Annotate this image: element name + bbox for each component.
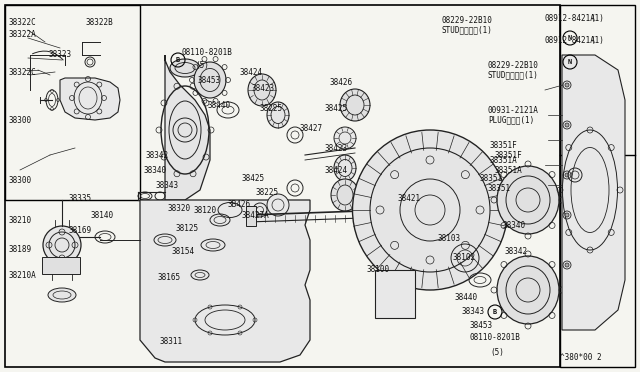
Text: 38103: 38103 <box>438 234 461 243</box>
Text: (1): (1) <box>590 13 604 22</box>
Text: (5): (5) <box>195 61 209 70</box>
Text: N: N <box>568 59 572 65</box>
Text: 38421: 38421 <box>398 193 421 202</box>
Polygon shape <box>560 5 635 367</box>
Ellipse shape <box>334 155 356 181</box>
Text: 38169: 38169 <box>68 225 91 234</box>
Text: 38311: 38311 <box>160 337 183 346</box>
Text: 38343: 38343 <box>155 180 178 189</box>
Text: 38322A: 38322A <box>8 29 36 38</box>
Polygon shape <box>42 257 80 274</box>
Text: 38210: 38210 <box>8 215 31 224</box>
Polygon shape <box>5 5 140 200</box>
Text: 08110-8201B: 08110-8201B <box>182 48 233 57</box>
Text: 08912-8421A: 08912-8421A <box>545 13 596 22</box>
Text: 38300: 38300 <box>8 115 31 125</box>
Text: B: B <box>493 309 497 315</box>
Ellipse shape <box>334 127 356 149</box>
Text: 00931-2121A: 00931-2121A <box>488 106 539 115</box>
Text: N: N <box>568 35 572 41</box>
Text: ^380*00 2: ^380*00 2 <box>560 353 602 362</box>
Text: 38426: 38426 <box>330 77 353 87</box>
Ellipse shape <box>353 130 508 290</box>
Text: 38300: 38300 <box>8 176 31 185</box>
Text: 08110-8201B: 08110-8201B <box>470 334 521 343</box>
Polygon shape <box>60 78 120 120</box>
Circle shape <box>565 213 569 217</box>
Ellipse shape <box>267 102 289 128</box>
Text: 38351F: 38351F <box>495 151 523 160</box>
Text: B: B <box>176 57 180 63</box>
Text: 38425: 38425 <box>325 103 348 112</box>
Text: 38351A: 38351A <box>490 155 518 164</box>
Text: STUDスタッド(1): STUDスタッド(1) <box>488 71 539 80</box>
Ellipse shape <box>331 179 359 211</box>
Text: 38125: 38125 <box>175 224 198 232</box>
Text: 08229-22B10: 08229-22B10 <box>488 61 539 70</box>
Text: 38427: 38427 <box>300 124 323 132</box>
Text: PLUGプラグ(1): PLUGプラグ(1) <box>488 115 534 125</box>
Polygon shape <box>140 200 310 362</box>
Text: 08229-22B10: 08229-22B10 <box>442 16 493 25</box>
Text: 38322C: 38322C <box>8 17 36 26</box>
Text: STUDスタッド(1): STUDスタッド(1) <box>442 26 493 35</box>
Text: 38423: 38423 <box>252 83 275 93</box>
Circle shape <box>565 263 569 267</box>
Ellipse shape <box>267 194 289 216</box>
Polygon shape <box>375 270 415 318</box>
Text: 38102: 38102 <box>453 253 476 263</box>
Ellipse shape <box>248 74 276 106</box>
Text: 38100: 38100 <box>367 266 390 275</box>
Text: 38225: 38225 <box>255 187 278 196</box>
Ellipse shape <box>497 256 559 324</box>
Text: 38165: 38165 <box>158 273 181 282</box>
Text: 38427A: 38427A <box>242 211 269 219</box>
Circle shape <box>565 83 569 87</box>
Text: 38424: 38424 <box>240 67 263 77</box>
Text: (1): (1) <box>590 35 604 45</box>
Text: 38423: 38423 <box>325 144 348 153</box>
Text: 38323: 38323 <box>48 49 71 58</box>
Text: 38424: 38424 <box>325 166 348 174</box>
Text: 38351: 38351 <box>488 183 511 192</box>
Circle shape <box>565 173 569 177</box>
Text: 38210A: 38210A <box>8 270 36 279</box>
Text: 38440: 38440 <box>455 294 478 302</box>
Ellipse shape <box>48 288 76 302</box>
Text: 38189: 38189 <box>8 246 31 254</box>
Text: 38225: 38225 <box>260 103 283 112</box>
Ellipse shape <box>194 62 226 98</box>
Text: 38453: 38453 <box>470 321 493 330</box>
Polygon shape <box>165 55 210 200</box>
Text: 38320: 38320 <box>167 203 190 212</box>
Text: 38351F: 38351F <box>490 141 518 150</box>
Text: 38440: 38440 <box>208 100 231 109</box>
Ellipse shape <box>340 89 370 121</box>
Text: 38120: 38120 <box>193 205 216 215</box>
Ellipse shape <box>43 226 81 264</box>
Polygon shape <box>246 206 256 226</box>
Text: 38343: 38343 <box>462 308 485 317</box>
Text: 38340: 38340 <box>143 166 166 174</box>
Text: 38340: 38340 <box>503 221 526 230</box>
Text: 38322C: 38322C <box>8 67 36 77</box>
Text: 38140: 38140 <box>90 211 113 219</box>
Text: (5): (5) <box>490 347 504 356</box>
Polygon shape <box>562 55 625 330</box>
Text: 38342: 38342 <box>145 151 168 160</box>
Text: 38154: 38154 <box>172 247 195 257</box>
Text: 38351A: 38351A <box>495 166 523 174</box>
Text: 38425: 38425 <box>242 173 265 183</box>
Circle shape <box>565 123 569 127</box>
Text: 38335: 38335 <box>68 193 91 202</box>
Ellipse shape <box>170 59 200 77</box>
Text: 3B426: 3B426 <box>228 199 251 208</box>
Ellipse shape <box>497 166 559 234</box>
Text: 38342: 38342 <box>505 247 528 257</box>
Polygon shape <box>5 5 560 367</box>
Text: 08912-8421A: 08912-8421A <box>545 35 596 45</box>
Text: 38453: 38453 <box>198 76 221 84</box>
Text: 38322B: 38322B <box>85 17 113 26</box>
Text: 38351: 38351 <box>480 173 503 183</box>
